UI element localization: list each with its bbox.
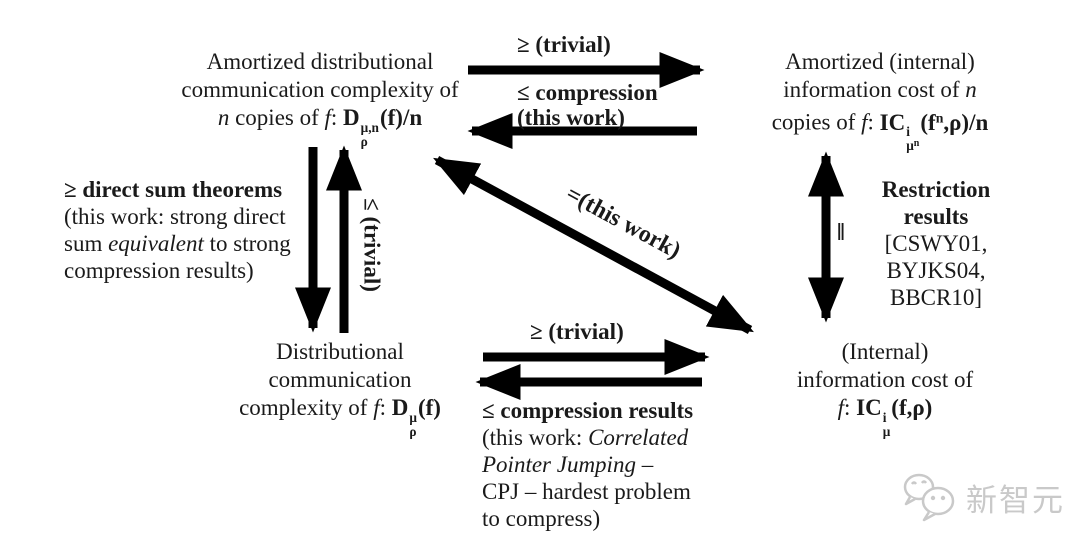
- node-amortized-distributional-complexity: Amortized distributional communication c…: [140, 48, 500, 149]
- label-line: CPJ – hardest problem: [482, 479, 691, 504]
- node-line: Distributional: [276, 339, 404, 364]
- label-line: [CSWY01,: [884, 231, 988, 256]
- label-line: (this work: Correlated: [482, 425, 689, 450]
- node-line-formula: f: IC i μ (f,ρ): [837, 395, 933, 439]
- label-line: (this work): [517, 105, 625, 130]
- node-line: communication complexity of: [181, 77, 459, 102]
- label-line: ≥ direct sum theorems: [64, 177, 283, 202]
- label-compression-results: ≤ compression results (this work: Correl…: [482, 397, 782, 532]
- label-bottom-geq-trivial: ≥ (trivial): [530, 319, 624, 344]
- node-line: communication: [268, 367, 412, 392]
- node-line: information cost of n: [783, 77, 977, 102]
- watermark: 新智元: [898, 468, 1065, 526]
- label-line: (this work: strong direct: [64, 204, 286, 229]
- node-line: Amortized (internal): [785, 49, 975, 74]
- node-line-formula: copies of f: IC i μn (fn,ρ)/n: [771, 109, 989, 154]
- label-line: results: [903, 204, 969, 229]
- label-line: Restriction: [881, 177, 991, 202]
- arrow-diagonal-equals: [433, 156, 754, 334]
- label-restriction-results: Restriction results [CSWY01, BYJKS04, BB…: [856, 176, 1016, 311]
- label-top-geq-trivial: ≥ (trivial): [517, 32, 611, 57]
- formula-ic-amortized: IC i μn (fn,ρ)/n: [879, 109, 989, 154]
- label-left-leq-trivial: ≤ (trivial): [359, 198, 385, 292]
- node-line: (Internal): [841, 339, 929, 364]
- label-line: ≤ compression results: [482, 398, 694, 423]
- label-direct-sum-theorems: ≥ direct sum theorems (this work: strong…: [64, 176, 364, 284]
- label-line: BYJKS04,: [886, 258, 986, 283]
- chat-bubbles-icon: [903, 473, 955, 522]
- label-line: Pointer Jumping –: [482, 452, 654, 477]
- node-distributional-complexity: Distributional communication complexity …: [175, 338, 505, 439]
- node-line: Amortized distributional: [206, 49, 434, 74]
- watermark-text: 新智元: [966, 482, 1065, 518]
- node-amortized-information-cost: Amortized (internal) information cost of…: [735, 48, 1025, 153]
- label-line: compression results): [64, 258, 254, 283]
- label-top-leq-compression: ≤ compression (this work): [517, 80, 658, 130]
- label-restriction-equals: ‖: [837, 220, 846, 246]
- formula-ic: IC i μ (f,ρ): [856, 395, 933, 439]
- label-line: BBCR10]: [889, 285, 983, 310]
- node-line: information cost of: [796, 367, 974, 392]
- label-line: sum equivalent to strong: [64, 231, 291, 256]
- label-line: to compress): [482, 506, 601, 531]
- label-line: ≤ compression: [517, 80, 658, 105]
- node-information-cost: (Internal) information cost of f: IC i μ (f…: [745, 338, 1025, 439]
